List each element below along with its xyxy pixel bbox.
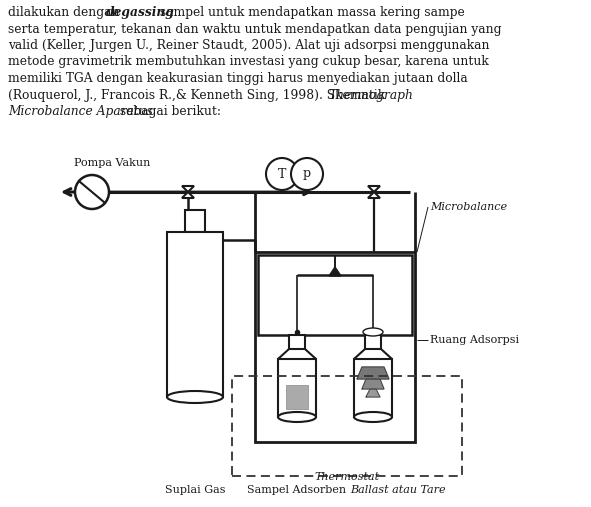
Text: metode gravimetrik membutuhkan investasi yang cukup besar, karena untuk: metode gravimetrik membutuhkan investasi… <box>8 55 489 68</box>
Polygon shape <box>368 186 380 192</box>
Bar <box>278 359 316 417</box>
Polygon shape <box>329 267 341 276</box>
Text: Ballast atau Tare: Ballast atau Tare <box>350 485 446 495</box>
Polygon shape <box>182 192 194 198</box>
Bar <box>289 335 305 349</box>
Bar <box>185 210 205 232</box>
Bar <box>286 385 308 409</box>
Text: Thermostat: Thermostat <box>314 472 379 482</box>
Text: Microbalance: Microbalance <box>430 202 507 212</box>
Text: Thermograph: Thermograph <box>328 89 413 101</box>
Circle shape <box>75 175 109 209</box>
Text: Suplai Gas: Suplai Gas <box>165 485 225 495</box>
Bar <box>232 376 462 476</box>
Text: dilakukan dengan: dilakukan dengan <box>8 6 124 19</box>
Polygon shape <box>366 389 380 397</box>
Bar <box>258 255 412 335</box>
Text: Sampel Adsorben: Sampel Adsorben <box>248 485 346 495</box>
Ellipse shape <box>354 412 392 422</box>
Bar <box>365 335 381 349</box>
Circle shape <box>291 158 323 190</box>
Text: T: T <box>278 167 286 180</box>
Polygon shape <box>182 186 194 192</box>
Text: p: p <box>303 167 311 180</box>
Text: degassing: degassing <box>106 6 175 19</box>
Polygon shape <box>368 192 380 198</box>
Bar <box>255 252 415 442</box>
Polygon shape <box>362 379 384 389</box>
Bar <box>167 232 223 397</box>
Ellipse shape <box>363 328 383 336</box>
Circle shape <box>266 158 298 190</box>
Ellipse shape <box>278 412 316 422</box>
Text: memiliki TGA dengan keakurasian tinggi harus menyediakan jutaan dolla: memiliki TGA dengan keakurasian tinggi h… <box>8 72 467 85</box>
Text: Ruang Adsorpsi: Ruang Adsorpsi <box>430 335 519 345</box>
Text: (Rouquerol, J., Francois R.,& Kenneth Sing, 1998). Skematik: (Rouquerol, J., Francois R.,& Kenneth Si… <box>8 89 389 101</box>
Text: Microbalance Aparatus: Microbalance Aparatus <box>8 105 152 118</box>
Bar <box>354 359 392 417</box>
Text: valid (Keller, Jurgen U., Reiner Staudt, 2005). Alat uji adsorpsi menggunakan: valid (Keller, Jurgen U., Reiner Staudt,… <box>8 39 489 52</box>
Text: Pompa Vakun: Pompa Vakun <box>74 158 150 168</box>
Text: sampel untuk mendapatkan massa kering sampe: sampel untuk mendapatkan massa kering sa… <box>156 6 465 19</box>
Text: serta temperatur, tekanan dan waktu untuk mendapatkan data pengujian yang: serta temperatur, tekanan dan waktu untu… <box>8 22 502 35</box>
Ellipse shape <box>167 391 223 403</box>
Text: sebagai berikut:: sebagai berikut: <box>116 105 221 118</box>
Polygon shape <box>357 367 389 379</box>
